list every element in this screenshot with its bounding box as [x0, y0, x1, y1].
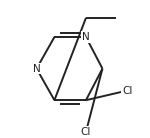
Text: N: N: [33, 64, 41, 74]
Text: N: N: [82, 32, 90, 42]
Text: Cl: Cl: [81, 127, 91, 137]
Text: Cl: Cl: [122, 86, 132, 96]
